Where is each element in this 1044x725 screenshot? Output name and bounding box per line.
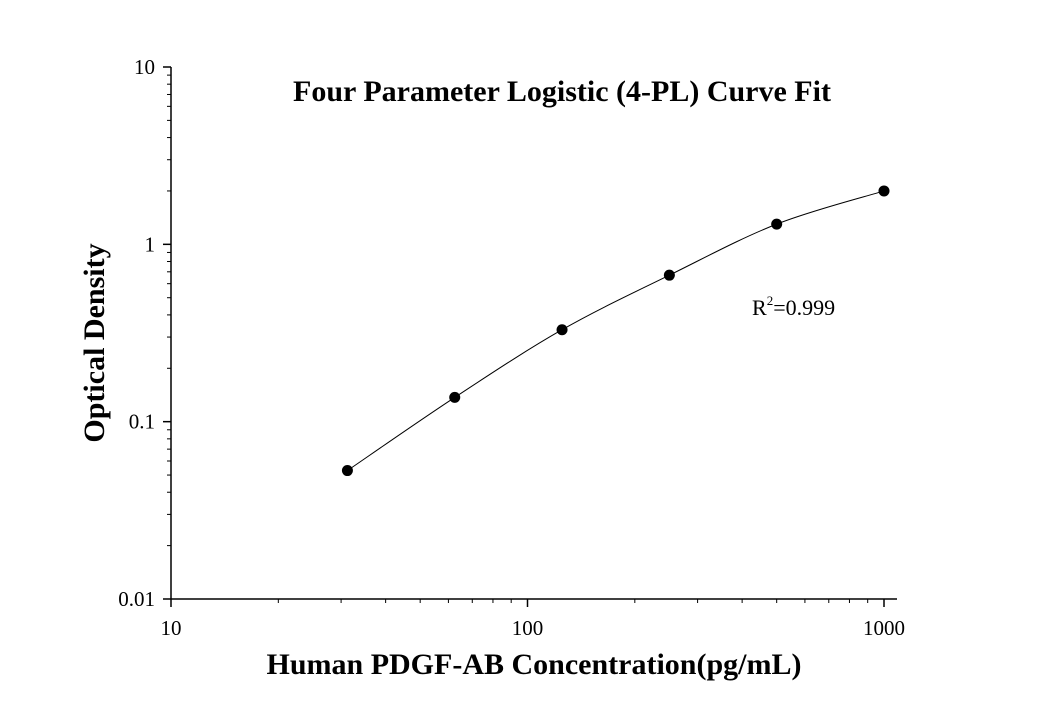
r-squared-value: =0.999 [773,295,835,320]
data-point [663,269,675,281]
data-point [449,391,461,403]
chart-title: Four Parameter Logistic (4-PL) Curve Fit [293,75,831,108]
y-tick-label: 0.01 [118,587,155,611]
y-tick-label: 0.1 [129,410,155,434]
x-tick-label: 100 [512,616,544,640]
data-point [341,465,353,477]
fit-curve-line [347,190,885,471]
r-squared-base: R [752,295,767,320]
x-tick-label: 10 [161,616,182,640]
r-squared-annotation: R2=0.999 [752,293,835,320]
data-point [556,324,568,336]
x-axis-label: Human PDGF-AB Concentration(pg/mL) [267,648,802,681]
x-tick-label: 1000 [863,616,905,640]
axes: 10 100 1000 0.01 0.1 1 10 [118,55,905,640]
data-point [878,185,890,197]
y-tick-label: 1 [145,232,156,256]
data-point [771,218,783,230]
r-squared-superscript: 2 [767,293,774,308]
y-axis-label: Optical Density [78,243,111,442]
y-tick-label: 10 [134,55,155,79]
data-points-layer [341,185,890,477]
fit-curve-layer [347,190,885,471]
